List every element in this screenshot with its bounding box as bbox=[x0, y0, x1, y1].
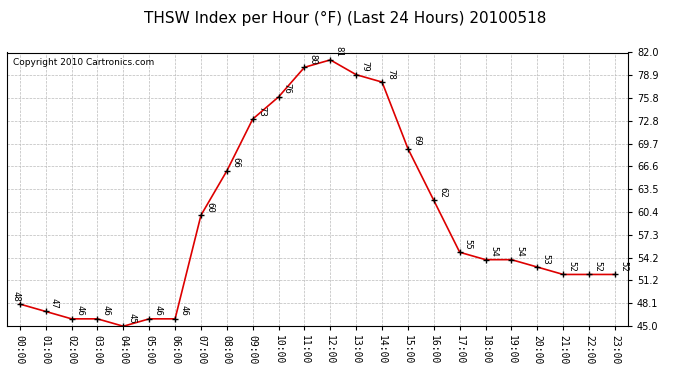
Text: 54: 54 bbox=[490, 246, 499, 257]
Text: 79: 79 bbox=[360, 61, 369, 72]
Text: 62: 62 bbox=[438, 187, 447, 198]
Text: 80: 80 bbox=[308, 54, 317, 64]
Text: 81: 81 bbox=[335, 46, 344, 57]
Text: 55: 55 bbox=[464, 239, 473, 249]
Text: 46: 46 bbox=[179, 305, 188, 316]
Text: 48: 48 bbox=[12, 291, 21, 301]
Text: 45: 45 bbox=[128, 313, 137, 324]
Text: 46: 46 bbox=[76, 305, 85, 316]
Text: 46: 46 bbox=[153, 305, 162, 316]
Text: 53: 53 bbox=[542, 254, 551, 264]
Text: 52: 52 bbox=[619, 261, 628, 272]
Text: 69: 69 bbox=[412, 135, 421, 146]
Text: 54: 54 bbox=[515, 246, 524, 257]
Text: 52: 52 bbox=[593, 261, 602, 272]
Text: THSW Index per Hour (°F) (Last 24 Hours) 20100518: THSW Index per Hour (°F) (Last 24 Hours)… bbox=[144, 11, 546, 26]
Text: 52: 52 bbox=[567, 261, 576, 272]
Text: 47: 47 bbox=[50, 298, 59, 309]
Text: 46: 46 bbox=[101, 305, 110, 316]
Text: Copyright 2010 Cartronics.com: Copyright 2010 Cartronics.com bbox=[13, 58, 155, 67]
Text: 60: 60 bbox=[205, 202, 214, 213]
Text: 66: 66 bbox=[231, 158, 240, 168]
Text: 76: 76 bbox=[283, 83, 292, 94]
Text: 78: 78 bbox=[386, 69, 395, 80]
Text: 73: 73 bbox=[257, 105, 266, 116]
